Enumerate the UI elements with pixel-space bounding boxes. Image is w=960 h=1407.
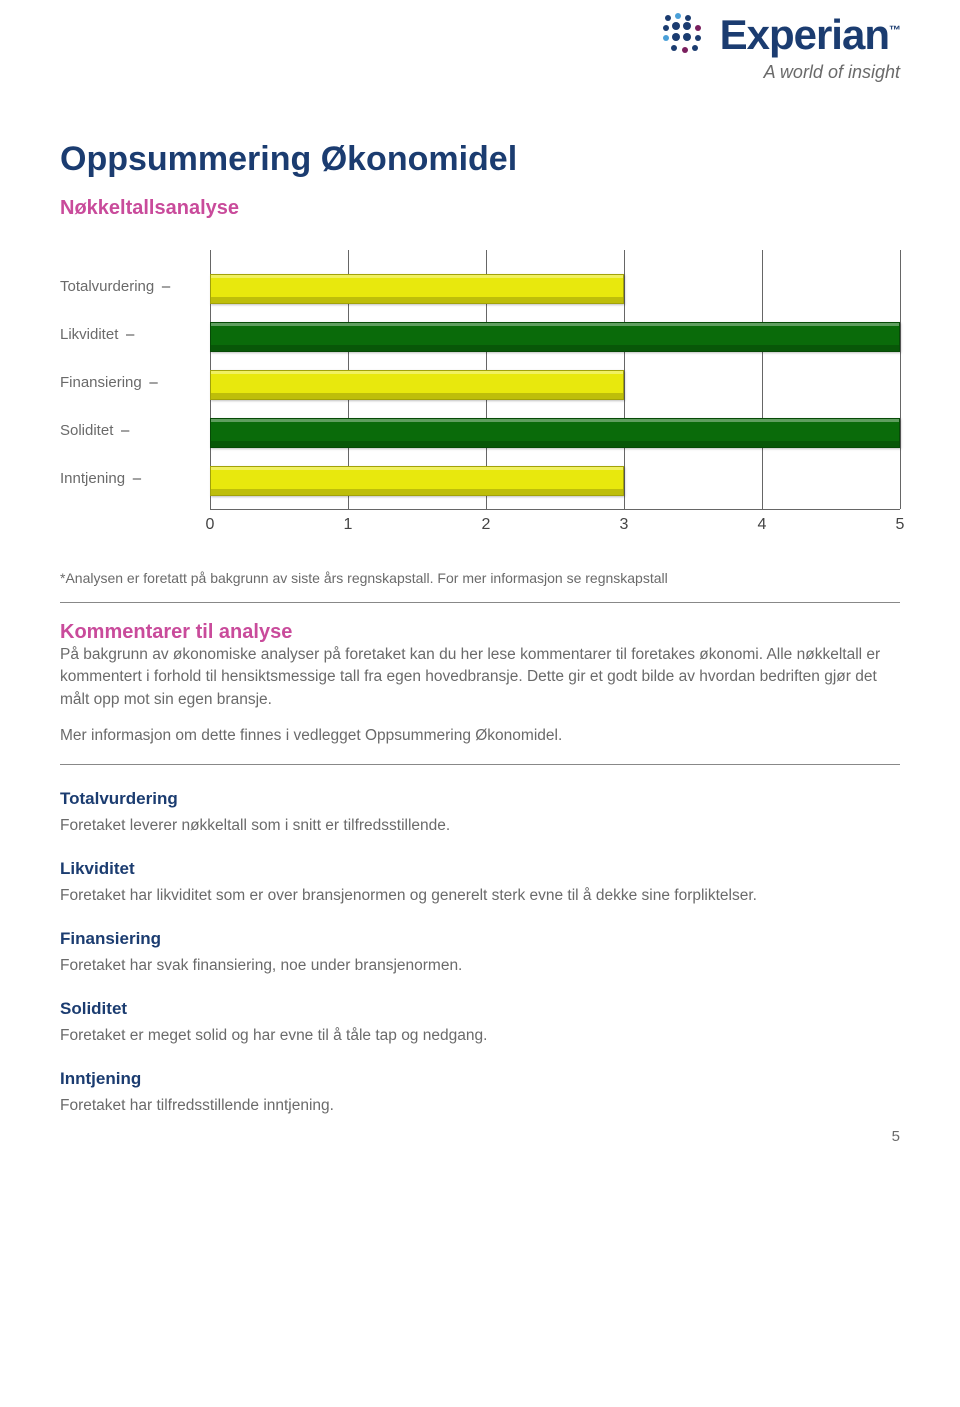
chart-axis-label: 4 xyxy=(758,516,767,534)
section-body: Foretaket har svak finansiering, noe und… xyxy=(60,957,900,975)
chart-bar-row xyxy=(210,322,900,352)
chart-y-label: Inntjening– xyxy=(60,466,210,514)
comments-body-2: Mer informasjon om dette finnes i vedleg… xyxy=(60,725,900,747)
chart-bar xyxy=(210,274,624,304)
page-title: Oppsummering Økonomidel xyxy=(60,140,900,179)
chart-bar-row xyxy=(210,418,900,448)
chart-y-label: Totalvurdering– xyxy=(60,274,210,322)
chart-bar xyxy=(210,466,624,496)
section-body: Foretaket er meget solid og har evne til… xyxy=(60,1027,900,1045)
chart-axis-label: 3 xyxy=(620,516,629,534)
section-heading: Likviditet xyxy=(60,859,900,879)
logo-tagline: A world of insight xyxy=(660,62,900,83)
page-number: 5 xyxy=(892,1128,900,1145)
brand-logo: Experian™ A world of insight xyxy=(660,10,900,83)
ratings-chart: Totalvurdering–Likviditet–Finansiering–S… xyxy=(60,270,900,558)
chart-axis-label: 1 xyxy=(344,516,353,534)
chart-axis-label: 5 xyxy=(896,516,905,534)
chart-bar-row xyxy=(210,466,900,496)
section-subtitle: Nøkkeltallsanalyse xyxy=(60,197,900,220)
chart-y-label: Likviditet– xyxy=(60,322,210,370)
chart-bar xyxy=(210,322,900,352)
logo-dots-icon xyxy=(660,10,710,60)
section-body: Foretaket har likviditet som er over bra… xyxy=(60,887,900,905)
chart-bar xyxy=(210,370,624,400)
chart-bar-row xyxy=(210,274,900,304)
chart-gridline xyxy=(900,250,901,509)
section-body: Foretaket har tilfredsstillende inntjeni… xyxy=(60,1097,900,1115)
comments-heading: Kommentarer til analyse xyxy=(60,621,900,644)
comments-body-1: På bakgrunn av økonomiske analyser på fo… xyxy=(60,644,900,711)
chart-footnote: *Analysen er foretatt på bakgrunn av sis… xyxy=(60,570,900,586)
divider xyxy=(60,602,900,603)
section-body: Foretaket leverer nøkkeltall som i snitt… xyxy=(60,817,900,835)
section-heading: Inntjening xyxy=(60,1069,900,1089)
section-heading: Totalvurdering xyxy=(60,789,900,809)
chart-axis-label: 2 xyxy=(482,516,491,534)
logo-text: Experian™ xyxy=(720,11,900,59)
chart-axis-label: 0 xyxy=(206,516,215,534)
chart-y-label: Soliditet– xyxy=(60,418,210,466)
section-heading: Soliditet xyxy=(60,999,900,1019)
chart-bar-row xyxy=(210,370,900,400)
chart-y-label: Finansiering– xyxy=(60,370,210,418)
chart-bar xyxy=(210,418,900,448)
section-heading: Finansiering xyxy=(60,929,900,949)
divider xyxy=(60,764,900,765)
